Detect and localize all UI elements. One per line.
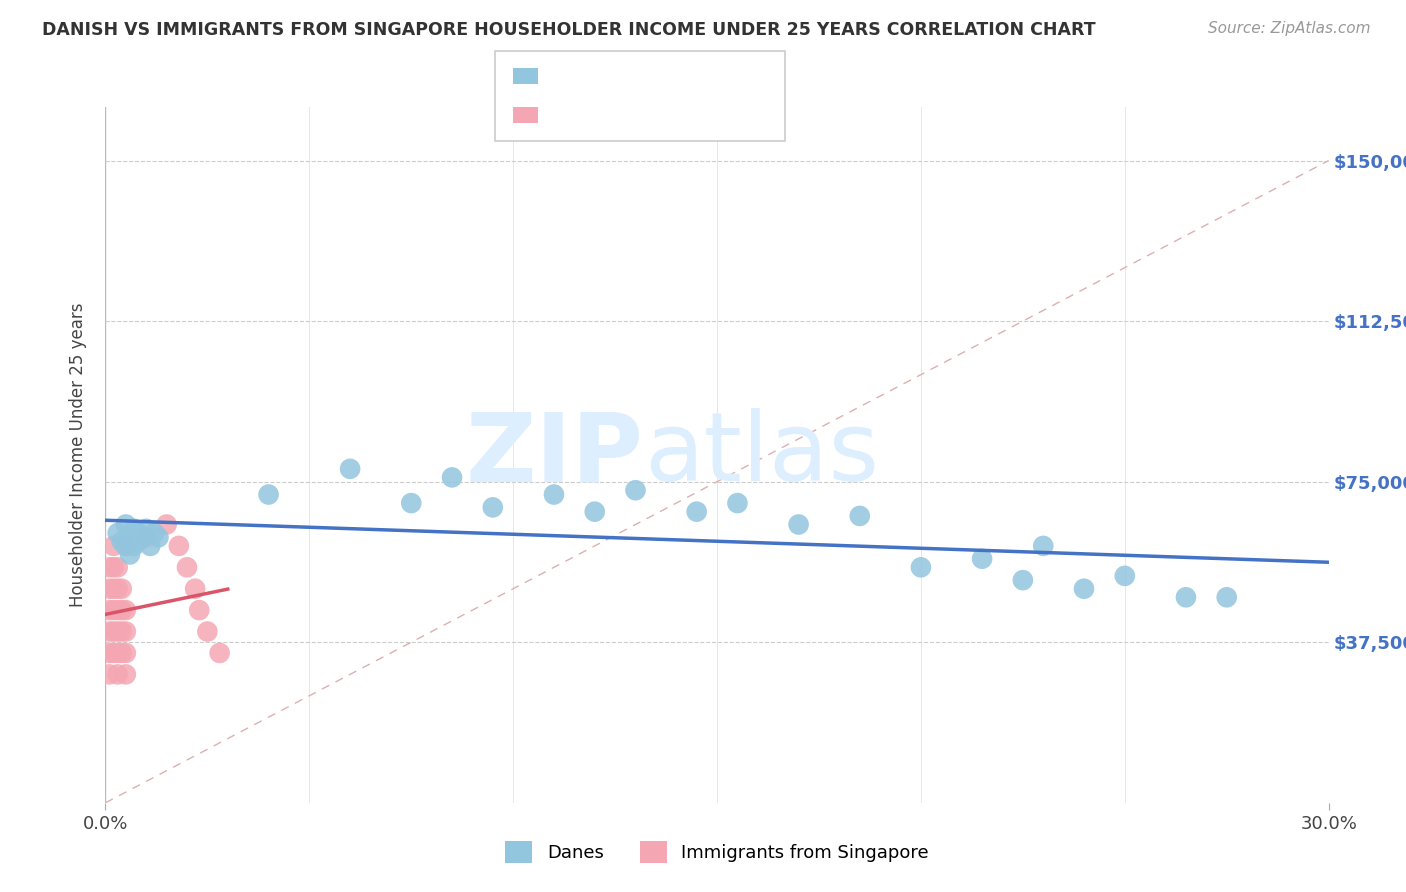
Point: [188, 603, 211, 617]
Point: [583, 505, 606, 519]
Point: [849, 508, 872, 523]
Text: R =: R =: [547, 106, 585, 124]
Point: [115, 646, 138, 660]
Point: [115, 603, 138, 617]
Point: [122, 539, 145, 553]
Point: [339, 462, 361, 476]
Point: [167, 539, 190, 553]
Point: [686, 505, 709, 519]
Point: [111, 624, 134, 639]
Legend: Danes, Immigrants from Singapore: Danes, Immigrants from Singapore: [498, 834, 936, 871]
Point: [257, 487, 280, 501]
Point: [441, 470, 464, 484]
Point: [624, 483, 647, 498]
Point: [111, 603, 134, 617]
Text: ZIP: ZIP: [465, 409, 644, 501]
Point: [103, 560, 125, 574]
Point: [107, 624, 129, 639]
Point: [143, 526, 166, 541]
Point: [118, 530, 141, 544]
Point: [1012, 573, 1035, 587]
Point: [481, 500, 505, 515]
Point: [156, 517, 179, 532]
Text: DANISH VS IMMIGRANTS FROM SINGAPORE HOUSEHOLDER INCOME UNDER 25 YEARS CORRELATIO: DANISH VS IMMIGRANTS FROM SINGAPORE HOUS…: [42, 21, 1095, 38]
Point: [148, 530, 170, 544]
Point: [107, 667, 129, 681]
Point: [107, 560, 129, 574]
Point: [115, 539, 138, 553]
Point: [98, 603, 121, 617]
Point: [103, 539, 125, 553]
Point: [135, 522, 157, 536]
Point: [103, 582, 125, 596]
Point: [131, 530, 153, 544]
Point: [115, 667, 138, 681]
Point: [543, 487, 565, 501]
Text: N =: N =: [654, 68, 693, 86]
Point: [111, 646, 134, 660]
Point: [197, 624, 219, 639]
Point: [184, 582, 207, 596]
Point: [910, 560, 932, 574]
Point: [401, 496, 423, 510]
Point: [98, 667, 121, 681]
Point: [111, 582, 134, 596]
Text: 35: 35: [693, 106, 717, 124]
Point: [970, 551, 993, 566]
Point: [98, 560, 121, 574]
Point: [176, 560, 198, 574]
Point: [115, 539, 138, 553]
Text: Source: ZipAtlas.com: Source: ZipAtlas.com: [1208, 21, 1371, 36]
Text: N =: N =: [654, 106, 693, 124]
Point: [1114, 569, 1136, 583]
Point: [127, 534, 149, 549]
Y-axis label: Householder Income Under 25 years: Householder Income Under 25 years: [69, 302, 87, 607]
Point: [107, 646, 129, 660]
Point: [135, 530, 157, 544]
Point: [118, 548, 141, 562]
Text: atlas: atlas: [644, 409, 879, 501]
Point: [103, 624, 125, 639]
Point: [787, 517, 810, 532]
Text: -0.385: -0.385: [586, 68, 648, 86]
Point: [1073, 582, 1095, 596]
Text: R =: R =: [547, 68, 585, 86]
Point: [127, 526, 149, 541]
Text: 0.128: 0.128: [586, 106, 654, 124]
Point: [107, 603, 129, 617]
Point: [115, 517, 138, 532]
Point: [727, 496, 749, 510]
Point: [115, 624, 138, 639]
Text: 35: 35: [693, 68, 717, 86]
Point: [122, 522, 145, 536]
Point: [1175, 591, 1198, 605]
Point: [107, 526, 129, 541]
Point: [103, 646, 125, 660]
Point: [98, 646, 121, 660]
Point: [103, 603, 125, 617]
Point: [208, 646, 231, 660]
Point: [1032, 539, 1054, 553]
Point: [98, 582, 121, 596]
Point: [98, 624, 121, 639]
Point: [139, 539, 162, 553]
Point: [111, 534, 134, 549]
Point: [1216, 591, 1239, 605]
Point: [107, 582, 129, 596]
